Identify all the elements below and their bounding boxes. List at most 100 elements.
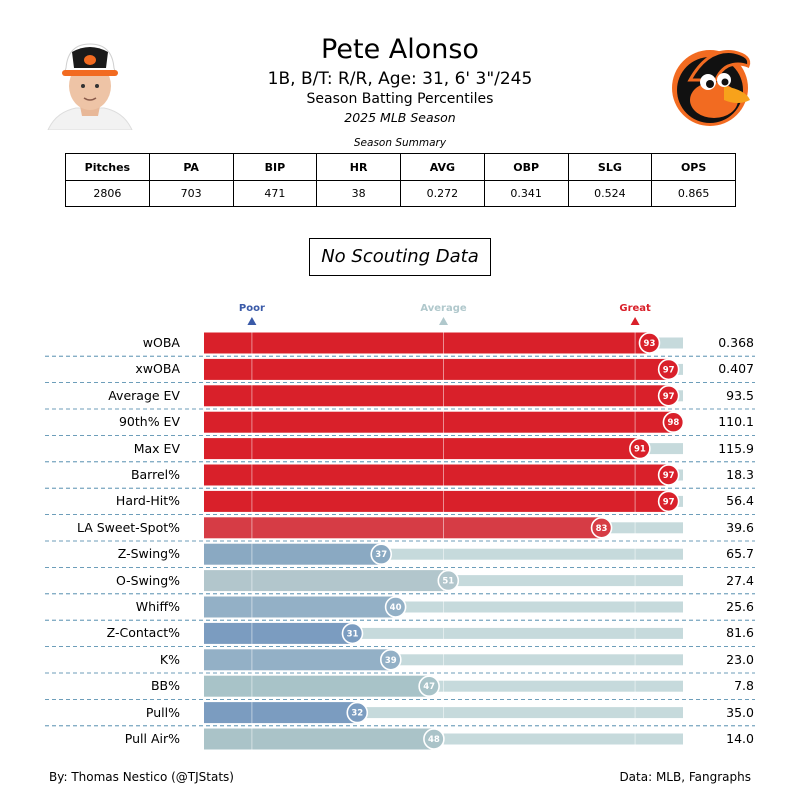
metric-value: 0.407	[718, 361, 754, 377]
percentile-bar	[204, 649, 391, 671]
summary-header-cell: OBP	[483, 153, 569, 181]
percentile-marker	[370, 543, 393, 566]
metric-value: 18.3	[726, 467, 754, 482]
metric-label: Pull Air%	[124, 731, 180, 746]
summary-value-cell: 38	[316, 180, 401, 207]
scale-label-average: Average	[420, 303, 467, 314]
percentile-marker	[657, 464, 680, 486]
summary-header-row: Pitches PA BIP HR AVG OBP SLG OPS	[65, 153, 736, 181]
scale-marker-average	[439, 317, 448, 325]
percentile-marker	[346, 701, 369, 724]
percentile-marker	[423, 728, 445, 750]
percentile-marker	[629, 437, 651, 460]
percentile-bar	[204, 490, 669, 512]
summary-value-cell: 703	[148, 180, 234, 207]
percentile-bar	[204, 517, 602, 539]
metric-value: 35.0	[726, 704, 754, 720]
percentile-marker	[341, 622, 364, 645]
summary-header-cell: Pitches	[65, 153, 150, 181]
season-line: 2025 MLB Season	[344, 110, 456, 125]
percentile-label: 97	[663, 471, 675, 481]
percentile-label: 97	[663, 392, 675, 402]
percentile-label: 47	[423, 682, 435, 692]
summary-caption: Season Summary	[353, 137, 447, 149]
percentile-marker	[384, 596, 407, 618]
player-name: Pete Alonso	[321, 34, 479, 65]
percentile-bar	[204, 543, 382, 565]
percentile-bar	[204, 332, 650, 354]
footer-credit: By: Thomas Nestico (@TJStats)	[49, 770, 234, 784]
metric-value: 110.1	[718, 414, 754, 430]
summary-value-row: 2806 703 471 38 0.272 0.341 0.524 0.865	[65, 180, 736, 207]
metric-label: BB%	[150, 678, 180, 694]
season-summary-table: Pitches PA BIP HR AVG OBP SLG OPS 2806 7…	[65, 153, 736, 207]
scale-marker-poor	[247, 317, 257, 325]
scale-label-poor: Poor	[238, 303, 265, 314]
metric-value: 25.6	[726, 599, 754, 614]
metric-value: 81.6	[726, 625, 754, 641]
scale-marker-great	[630, 317, 640, 325]
metric-value: 56.4	[726, 493, 754, 509]
percentile-label: 83	[596, 524, 608, 534]
metric-label: K%	[159, 651, 180, 667]
report-title: Season Batting Percentiles	[306, 91, 494, 107]
percentile-marker	[657, 358, 680, 381]
metric-label: LA Sweet-Spot%	[76, 519, 180, 535]
percentile-bar	[204, 728, 434, 750]
percentile-marker	[380, 648, 402, 671]
percentile-marker	[418, 675, 440, 698]
percentile-bar	[204, 464, 669, 486]
metric-label: O-Swing%	[115, 572, 180, 588]
summary-value-cell: 0.524	[567, 180, 653, 207]
percentile-label: 48	[428, 735, 440, 745]
percentile-bar	[204, 675, 430, 697]
percentile-bar	[204, 358, 669, 380]
metric-label: wOBA	[142, 335, 180, 350]
percentile-label: 97	[663, 365, 675, 375]
percentile-marker	[657, 384, 680, 407]
metric-value: 39.6	[726, 519, 754, 535]
summary-header-cell: OPS	[651, 153, 736, 181]
metric-label: Whiff%	[135, 599, 180, 614]
percentile-label: 51	[442, 577, 454, 587]
summary-value-cell: 0.341	[483, 180, 569, 207]
percentile-bar	[204, 570, 449, 592]
player-info: 1B, B/T: R/R, Age: 31, 6' 3"/245	[267, 69, 533, 89]
scouting-data-box: No Scouting Data	[309, 238, 491, 276]
metric-value: 93.5	[726, 387, 754, 403]
percentile-label: 39	[385, 656, 397, 666]
percentile-marker	[437, 569, 460, 592]
metric-label: Average EV	[108, 387, 180, 403]
metric-label: Z-Contact%	[106, 625, 180, 641]
percentile-label: 93	[644, 339, 656, 349]
footer-source: Data: MLB, Fangraphs	[619, 770, 751, 784]
percentile-bar	[204, 438, 640, 460]
percentile-label: 31	[347, 629, 359, 639]
metric-value: 65.7	[726, 546, 754, 562]
percentile-marker	[657, 490, 680, 513]
summary-value-cell: 2806	[65, 180, 150, 207]
metric-value: 14.0	[726, 731, 754, 746]
percentile-label: 98	[667, 418, 679, 428]
percentile-bar	[204, 411, 674, 433]
metric-label: Hard-Hit%	[115, 493, 180, 509]
percentile-label: 32	[351, 709, 363, 719]
percentile-marker	[638, 332, 661, 354]
summary-header-cell: SLG	[567, 153, 653, 181]
player-headshot	[47, 43, 133, 130]
metric-label: 90th% EV	[118, 414, 180, 430]
metric-label: Max EV	[133, 440, 180, 456]
percentile-bar	[204, 596, 396, 618]
scale-label-great: Great	[619, 303, 651, 314]
summary-value-cell: 0.865	[651, 180, 736, 207]
percentile-bar	[204, 385, 669, 407]
metric-value: 27.4	[726, 572, 754, 588]
percentile-marker	[662, 411, 685, 434]
team-logo	[672, 50, 751, 126]
metric-value: 0.368	[718, 335, 754, 350]
metric-label: Z-Swing%	[117, 546, 180, 562]
percentile-label: 97	[663, 497, 675, 507]
metric-label: Pull%	[145, 704, 180, 720]
summary-value-cell: 0.272	[400, 180, 485, 207]
